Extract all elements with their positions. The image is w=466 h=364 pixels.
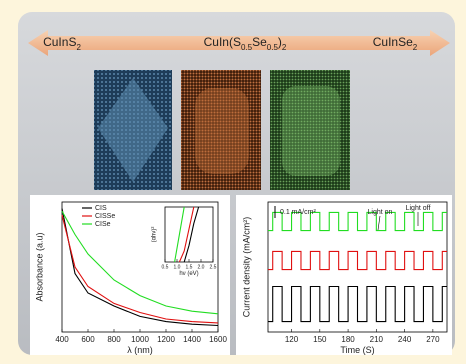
annotation: Light off bbox=[406, 205, 431, 212]
annotation: 0.1 mA/cm² bbox=[280, 209, 316, 216]
y-axis-label: (αhν)² bbox=[152, 227, 158, 243]
x-tick-label: 210 bbox=[370, 335, 384, 344]
x-tick-label: 1200 bbox=[157, 335, 175, 344]
legend-label: CISSe bbox=[95, 213, 115, 220]
annotation: Light on bbox=[368, 209, 393, 216]
label-part: CuIn(S bbox=[204, 35, 241, 49]
x-tick-label: 270 bbox=[426, 335, 440, 344]
graphical-abstract: CuInS2CuIn(S0.5Se0.5)2CuInSe240060080010… bbox=[0, 0, 466, 364]
y-axis-label: Absorbance (a.u) bbox=[34, 232, 44, 301]
x-tick-label: 2.5 bbox=[210, 264, 217, 270]
x-tick-label: 180 bbox=[341, 335, 355, 344]
legend-label: CIS bbox=[95, 205, 107, 212]
y-axis-label: Current density (mA/cm²) bbox=[241, 217, 251, 318]
subscript: 2 bbox=[76, 43, 81, 52]
x-tick-label: 800 bbox=[107, 335, 121, 344]
x-tick-label: 240 bbox=[398, 335, 412, 344]
subscript: 2 bbox=[413, 43, 418, 52]
subscript: 2 bbox=[282, 43, 287, 52]
x-tick-label: 1000 bbox=[131, 335, 149, 344]
label-part: CuInS bbox=[43, 35, 76, 49]
plot-frame bbox=[165, 207, 213, 262]
subscript: 0.5 bbox=[267, 43, 279, 52]
x-axis-label: λ (nm) bbox=[127, 345, 153, 355]
tem-images bbox=[94, 70, 350, 190]
particle bbox=[282, 86, 340, 176]
legend-label: CISe bbox=[95, 221, 111, 228]
x-axis-label: Time (S) bbox=[340, 345, 374, 355]
x-tick-label: 1400 bbox=[183, 335, 201, 344]
x-tick-label: 2.0 bbox=[198, 264, 205, 270]
x-tick-label: 400 bbox=[55, 335, 69, 344]
particle bbox=[195, 88, 249, 174]
label-part: Se bbox=[252, 35, 267, 49]
x-tick-label: 1600 bbox=[209, 335, 227, 344]
label-part: CuInSe bbox=[373, 35, 413, 49]
x-tick-label: 1.0 bbox=[174, 264, 181, 270]
x-tick-label: 0.5 bbox=[162, 264, 169, 270]
composition-label: CuInS2 bbox=[43, 35, 81, 51]
composition-label: CuInSe2 bbox=[373, 35, 418, 51]
subscript: 0.5 bbox=[241, 43, 253, 52]
x-axis-label: hν (eV) bbox=[179, 271, 198, 277]
x-tick-label: 600 bbox=[81, 335, 95, 344]
x-tick-label: 1.5 bbox=[186, 264, 193, 270]
x-tick-label: 120 bbox=[285, 335, 299, 344]
x-tick-label: 150 bbox=[313, 335, 327, 344]
